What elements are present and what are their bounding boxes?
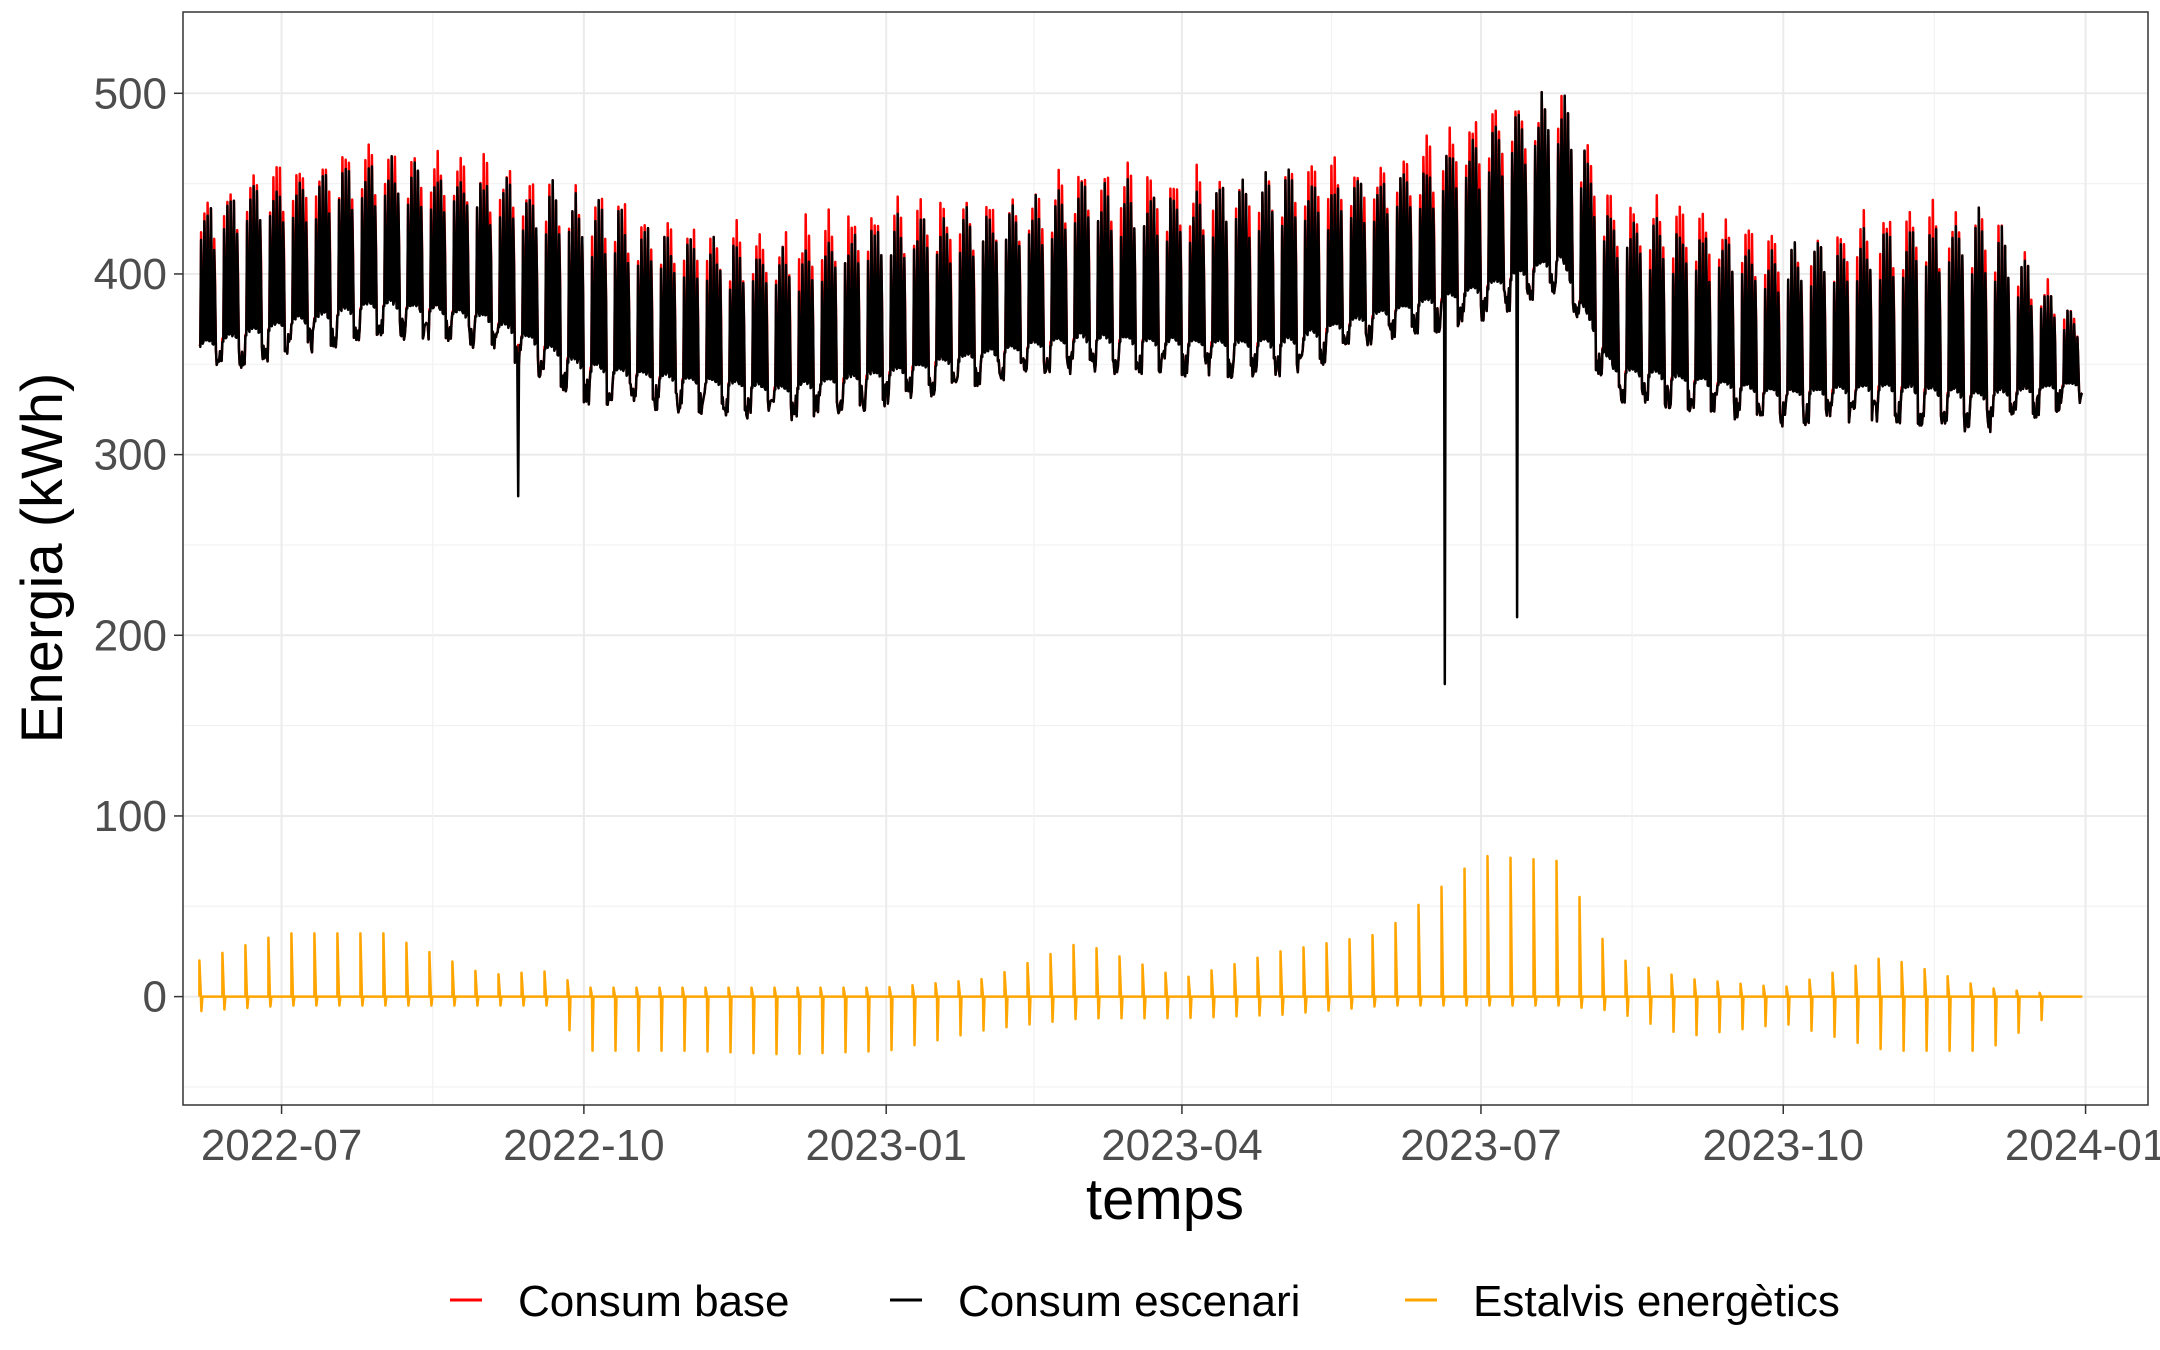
series-estalvis-energetics <box>198 854 2083 1056</box>
legend-label: Estalvis energètics <box>1473 1277 1840 1326</box>
y-tick-label: 0 <box>143 973 167 1022</box>
x-axis-title: temps <box>1086 1167 1244 1232</box>
x-tick-label: 2023-07 <box>1400 1121 1561 1170</box>
x-tick-label: 2023-10 <box>1703 1121 1864 1170</box>
y-tick-label: 100 <box>94 792 167 841</box>
legend-item-consum-escenari: Consum escenari <box>890 1277 1300 1326</box>
legend-label: Consum escenari <box>958 1277 1300 1326</box>
series-layer <box>198 90 2084 1056</box>
x-axis: 2022-07 2022-10 2023-01 2023-04 2023-07 2023-… <box>201 1105 2160 1170</box>
legend: Consum base Consum escenari Estalvis energ… <box>450 1277 1840 1326</box>
x-tick-label: 2024-01 <box>2005 1121 2160 1170</box>
y-axis-title: Energia (kWh) <box>10 373 75 744</box>
x-tick-label: 2023-01 <box>805 1121 966 1170</box>
legend-label: Consum base <box>518 1277 789 1326</box>
y-tick-label: 200 <box>94 611 167 660</box>
legend-item-consum-base: Consum base <box>450 1277 789 1326</box>
y-axis: 0 100 200 300 400 500 <box>94 69 183 1022</box>
x-tick-label: 2022-10 <box>503 1121 664 1170</box>
y-tick-label: 400 <box>94 250 167 299</box>
series-consum-escenari <box>199 90 2084 686</box>
legend-item-estalvis-energetics: Estalvis energètics <box>1405 1277 1840 1326</box>
x-tick-label: 2022-07 <box>201 1121 362 1170</box>
y-tick-label: 500 <box>94 69 167 118</box>
x-tick-label: 2023-04 <box>1101 1121 1262 1170</box>
panel-border <box>182 11 2149 1106</box>
y-tick-label: 300 <box>94 431 167 480</box>
